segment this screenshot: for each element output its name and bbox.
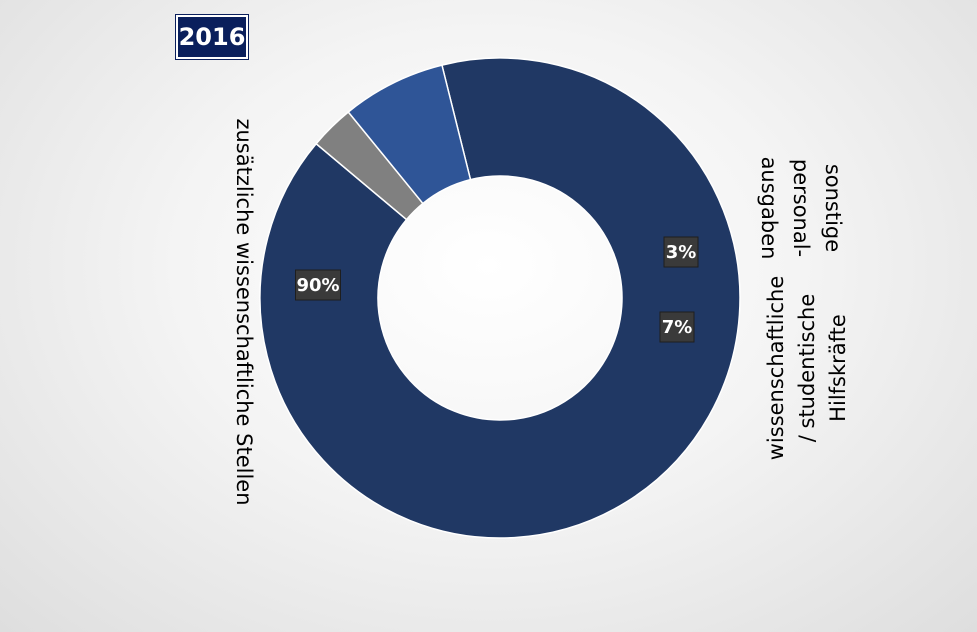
category-label-line: sonstige [821,164,845,252]
value-label-text: 7% [662,317,693,338]
category-label-line: / studentische [795,294,819,443]
category-labels: zusätzliche wissenschaftliche Stellen son… [232,118,850,505]
donut-slices [259,57,741,539]
category-label-zusätzliche-wissenschaftliche-stellen: zusätzliche wissenschaftliche Stellen [232,118,256,505]
value-label-sonstige-personalausgaben: 3% [663,236,699,268]
value-label-text: 90% [296,275,339,296]
slice-wissenschaftliche-studentische-hilfskräfte [347,64,472,205]
value-label-text: 3% [666,242,697,263]
category-label-line: wissenschaftliche [764,276,788,461]
value-label-box [659,311,695,343]
category-label-line: ausgaben [757,157,781,260]
value-labels: 90% 3% 7% [295,236,699,343]
category-label-line: personal- [789,159,813,257]
value-label-box [663,236,699,268]
chart-title: 2016 [176,15,248,59]
value-label-zusätzliche-wissenschaftliche-stellen: 90% [295,269,341,301]
value-label-box [295,269,341,301]
value-label-wissenschaftliche-studentische-hilfskräfte: 7% [659,311,695,343]
slice-zusätzliche-wissenschaftliche-stellen [259,57,741,539]
category-label-wissenschaftliche-studentische-hilfskräfte: wissenschaftliche / studentische Hilfskräf… [764,276,850,461]
category-label-line: Hilfskräfte [826,314,850,422]
category-label-line: zusätzliche wissenschaftliche Stellen [232,118,256,505]
category-label-sonstige-personalausgaben: sonstige personal-ausgaben [757,157,845,260]
